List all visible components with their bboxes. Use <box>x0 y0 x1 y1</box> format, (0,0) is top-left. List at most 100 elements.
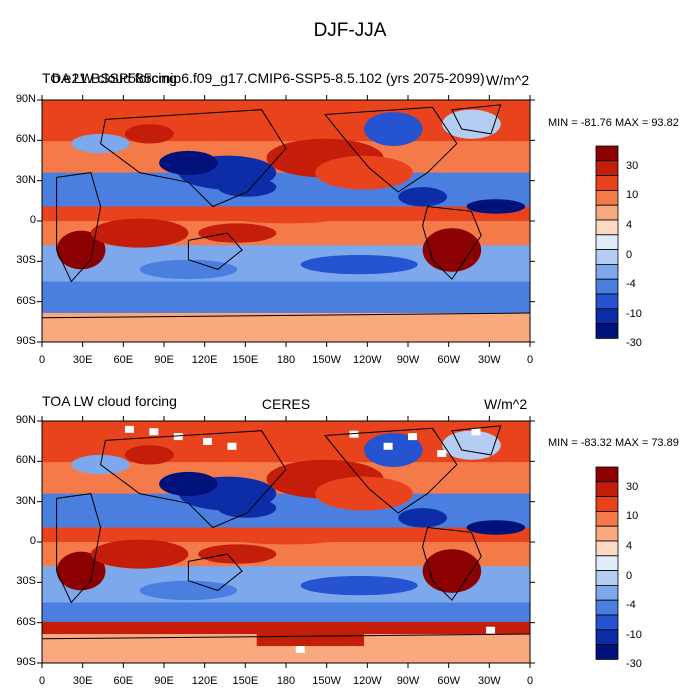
lon-label: 0 <box>38 354 46 366</box>
missing-data <box>349 430 359 438</box>
lon-label: 120W <box>352 675 382 687</box>
field-blob <box>227 208 345 224</box>
lon-label: 60E <box>113 354 134 366</box>
lon-label: 150W <box>312 354 342 366</box>
missing-data <box>408 433 417 441</box>
field-blob <box>466 199 526 214</box>
colorbar-segment <box>595 599 619 616</box>
coastline <box>422 205 482 280</box>
coastline <box>56 172 102 283</box>
field-blob <box>56 230 106 270</box>
panel-2-left-title: TOA LW cloud forcing <box>42 393 177 409</box>
colorbar-segment <box>595 249 619 265</box>
colorbar-segment <box>595 145 619 162</box>
lon-label: 0 <box>526 354 534 366</box>
field-band <box>42 621 530 634</box>
colorbar-label: 0 <box>626 248 633 261</box>
lon-label: 150E <box>232 354 259 366</box>
lat-label: 30N <box>15 173 36 186</box>
lat-label: 30S <box>16 575 36 588</box>
field-blob <box>315 155 413 190</box>
lon-label: 120W <box>352 354 382 366</box>
coastline <box>324 106 458 193</box>
colorbar-segment <box>595 481 619 497</box>
lat-label: 60S <box>16 294 36 307</box>
lat-label: 90S <box>16 335 36 347</box>
field-blob <box>227 529 345 545</box>
lat-label: 0 <box>29 214 36 226</box>
field-blob <box>364 433 423 467</box>
field-blob <box>442 430 501 460</box>
lat-label: 90N <box>15 414 36 426</box>
field-blob <box>90 218 189 248</box>
field-band <box>256 631 365 647</box>
colorbar-segment <box>595 510 619 527</box>
coastline <box>100 430 287 529</box>
lon-label: 30E <box>72 675 93 687</box>
field-band <box>42 172 530 208</box>
colorbar-label: 4 <box>626 219 633 231</box>
coastline <box>42 633 530 640</box>
lon-label: 0 <box>38 675 46 687</box>
coastline <box>324 427 458 514</box>
lon-label: 120E <box>191 675 218 687</box>
colorbar-label: 10 <box>626 189 639 202</box>
lon-label: 150W <box>312 675 342 687</box>
colorbar-segment <box>595 614 619 631</box>
colorbar-segment <box>595 540 619 557</box>
colorbar-label: 0 <box>626 569 633 582</box>
field-band <box>42 281 530 314</box>
colorbar-segment <box>595 204 619 221</box>
lat-label: 60N <box>15 454 36 467</box>
colorbar-segment <box>595 219 619 236</box>
colorbar-label: 10 <box>626 510 639 523</box>
coastline <box>422 526 482 601</box>
panel-1-case-title: b.e21.BSSP585cmip6.f09_g17.CMIP6-SSP5-8.… <box>52 70 485 86</box>
colorbar-label: -4 <box>626 278 636 291</box>
colorbar-segment <box>595 323 619 339</box>
coastline <box>56 493 102 604</box>
field-blob <box>300 254 418 275</box>
field-blob <box>364 112 423 146</box>
lon-label: 180 <box>276 354 296 366</box>
field-blob <box>422 549 482 593</box>
lon-label: 60W <box>437 354 460 366</box>
panel-1-units: W/m^2 <box>486 72 530 88</box>
lon-label: 0 <box>526 675 534 687</box>
field-blob <box>124 124 174 144</box>
lat-label: 60S <box>16 615 36 628</box>
colorbar-segment <box>595 466 619 483</box>
coastline <box>100 109 287 208</box>
missing-data <box>173 433 183 441</box>
lon-label: 90E <box>154 675 174 687</box>
colorbar-segment <box>595 570 619 586</box>
field-blob <box>422 228 482 272</box>
lon-label: 90W <box>396 354 420 366</box>
field-blob <box>90 539 189 569</box>
colorbar-segment <box>595 644 619 660</box>
field-blob <box>300 575 418 596</box>
colorbar-segment <box>595 496 619 512</box>
field-blob <box>124 445 174 465</box>
colorbar-segment <box>595 189 619 206</box>
coastline <box>187 553 243 591</box>
colorbar-segment <box>595 629 619 645</box>
field-band <box>42 312 530 342</box>
colorbar-segment <box>595 278 619 295</box>
colorbar-segment <box>595 525 619 542</box>
missing-data <box>227 442 237 450</box>
lon-label: 30E <box>72 354 93 366</box>
colorbar-label: -10 <box>626 628 642 641</box>
colorbar-segment <box>595 293 619 310</box>
colorbar-label: 30 <box>626 159 639 172</box>
field-blob <box>198 223 277 243</box>
lat-label: 30N <box>15 494 36 507</box>
field-blob <box>442 109 501 139</box>
colorbar-segment <box>595 555 619 571</box>
missing-data <box>437 450 447 458</box>
lat-label: 90S <box>16 656 36 668</box>
panel-1-left-title: TOA LW cloud forcing <box>42 70 177 86</box>
main-title: DJF-JJA <box>313 20 387 41</box>
missing-data <box>124 425 134 433</box>
lon-label: 120E <box>191 354 218 366</box>
